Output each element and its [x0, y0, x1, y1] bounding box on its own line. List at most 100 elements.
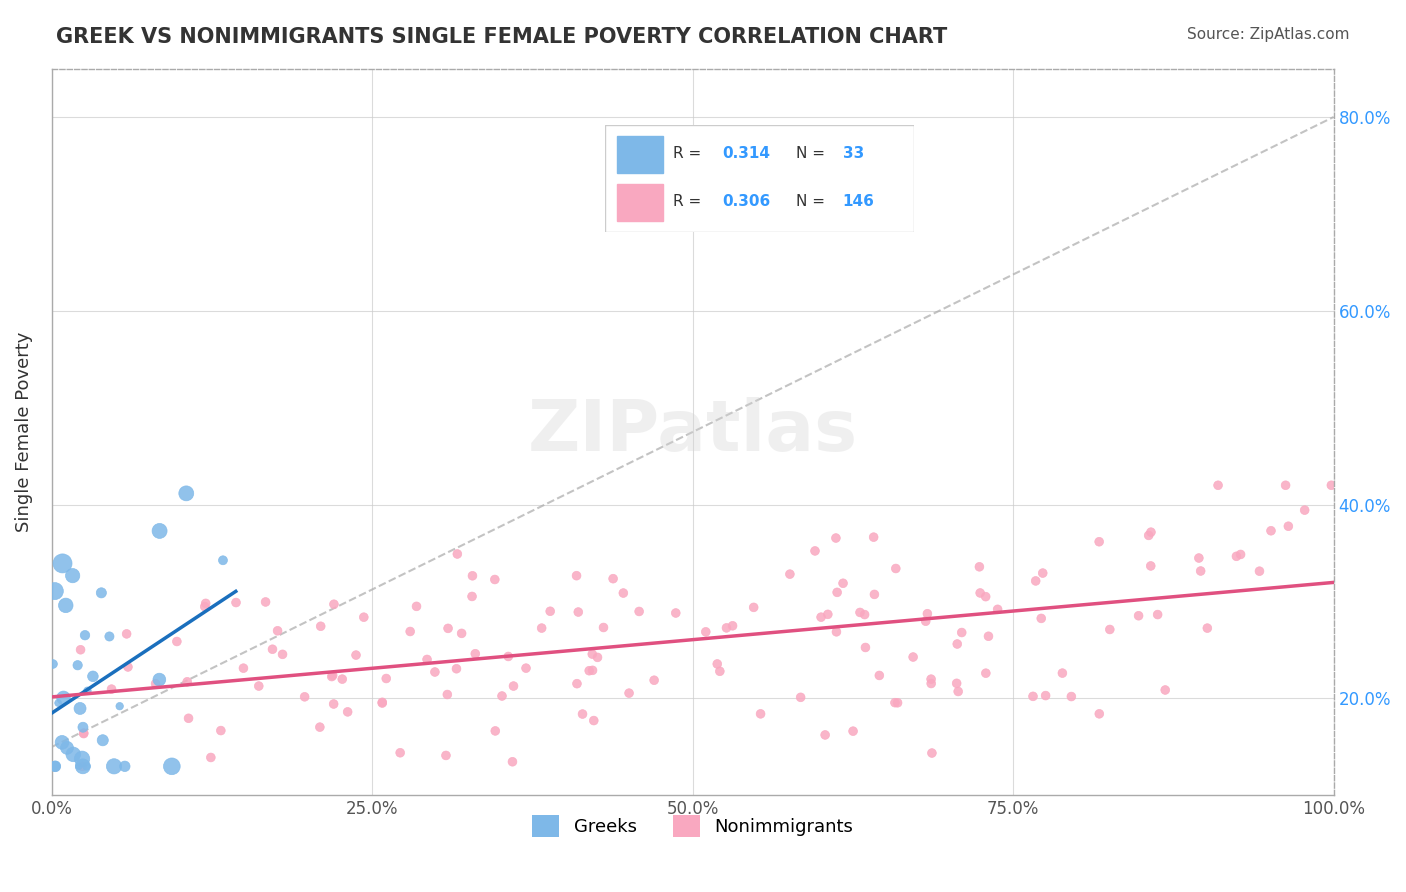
- Point: [578, 664, 600, 678]
- Point: [72, 759, 94, 773]
- Point: [73, 726, 96, 740]
- Point: [42, 657, 65, 671]
- Point: [166, 634, 188, 648]
- Point: [592, 620, 614, 634]
- Point: [56, 740, 79, 755]
- Point: [90, 586, 112, 600]
- Point: [76, 683, 98, 698]
- Point: [371, 696, 394, 710]
- Point: [117, 660, 139, 674]
- Point: [628, 604, 651, 618]
- Point: [115, 627, 138, 641]
- Point: [262, 642, 284, 657]
- Point: [862, 530, 884, 544]
- Point: [987, 602, 1010, 616]
- Point: [247, 679, 270, 693]
- Text: R =: R =: [672, 194, 700, 210]
- Point: [1225, 549, 1247, 564]
- Point: [1206, 478, 1229, 492]
- Point: [51, 557, 73, 571]
- Point: [1137, 528, 1160, 542]
- Point: [72, 720, 94, 734]
- Point: [98, 630, 121, 644]
- Point: [308, 720, 330, 734]
- Point: [1032, 566, 1054, 580]
- Point: [868, 668, 890, 682]
- Point: [1294, 503, 1316, 517]
- Point: [75, 759, 97, 773]
- Point: [200, 750, 222, 764]
- Text: N =: N =: [796, 194, 825, 210]
- Point: [323, 597, 346, 611]
- Point: [950, 625, 973, 640]
- Point: [209, 723, 232, 738]
- Point: [945, 676, 967, 690]
- Point: [1140, 525, 1163, 540]
- Point: [1260, 524, 1282, 538]
- Point: [920, 676, 942, 690]
- Point: [779, 567, 801, 582]
- Point: [863, 587, 886, 601]
- Point: [1197, 621, 1219, 635]
- Point: [72, 759, 94, 773]
- Point: [309, 619, 332, 633]
- Point: [375, 672, 398, 686]
- FancyBboxPatch shape: [605, 125, 914, 232]
- Point: [1154, 683, 1177, 698]
- Point: [825, 585, 848, 599]
- Point: [44, 584, 66, 599]
- Point: [344, 648, 367, 662]
- Point: [1229, 548, 1251, 562]
- Bar: [617, 184, 664, 221]
- Point: [1060, 690, 1083, 704]
- Point: [446, 662, 468, 676]
- Point: [423, 665, 446, 679]
- Point: [416, 652, 439, 666]
- Point: [73, 726, 96, 740]
- Point: [436, 688, 458, 702]
- Point: [114, 759, 136, 773]
- Text: 146: 146: [842, 194, 875, 210]
- Point: [149, 524, 172, 538]
- Point: [336, 705, 359, 719]
- Point: [174, 486, 197, 500]
- Point: [974, 590, 997, 604]
- Point: [974, 666, 997, 681]
- Y-axis label: Single Female Poverty: Single Female Poverty: [15, 332, 32, 533]
- Point: [789, 690, 811, 705]
- Text: 0.306: 0.306: [723, 194, 770, 210]
- Point: [842, 724, 865, 739]
- Point: [855, 640, 877, 655]
- Bar: [617, 136, 664, 173]
- Point: [946, 637, 969, 651]
- Text: ZIPatlas: ZIPatlas: [527, 398, 858, 467]
- Point: [721, 619, 744, 633]
- Point: [695, 624, 717, 639]
- Point: [612, 586, 634, 600]
- Text: Source: ZipAtlas.com: Source: ZipAtlas.com: [1187, 27, 1350, 42]
- Point: [271, 648, 294, 662]
- Point: [67, 759, 90, 773]
- Point: [73, 628, 96, 642]
- Point: [565, 676, 588, 690]
- Point: [353, 610, 375, 624]
- Point: [515, 661, 537, 675]
- Point: [567, 605, 589, 619]
- Point: [1031, 611, 1053, 625]
- Point: [294, 690, 316, 704]
- Point: [914, 614, 936, 628]
- Point: [1098, 623, 1121, 637]
- Legend: Greeks, Nonimmigrants: Greeks, Nonimmigrants: [524, 808, 860, 845]
- Point: [538, 604, 561, 618]
- Point: [434, 748, 457, 763]
- Point: [1088, 534, 1111, 549]
- Point: [194, 599, 217, 614]
- Point: [1139, 558, 1161, 573]
- Point: [330, 672, 353, 686]
- Point: [148, 673, 170, 687]
- Point: [917, 607, 939, 621]
- Point: [884, 696, 907, 710]
- Point: [581, 647, 603, 661]
- Point: [91, 733, 114, 747]
- Point: [969, 559, 991, 574]
